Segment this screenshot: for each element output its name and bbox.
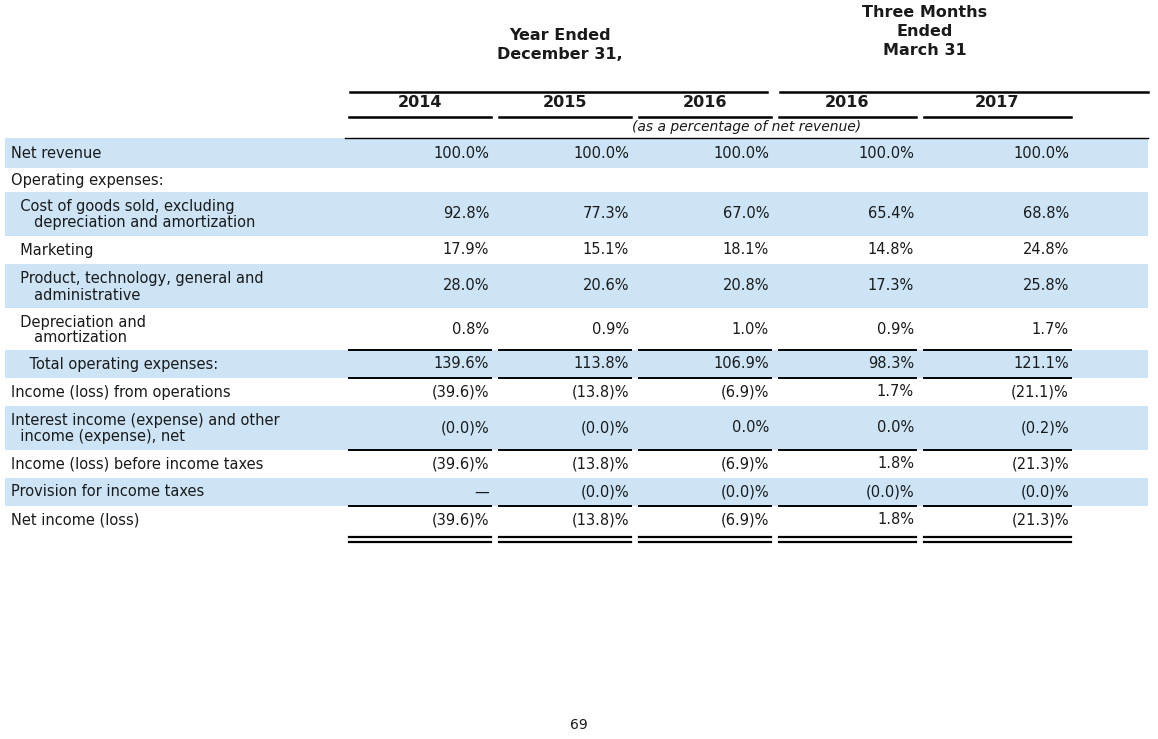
- Text: (39.6)%: (39.6)%: [432, 384, 489, 400]
- Text: 98.3%: 98.3%: [867, 356, 914, 372]
- Text: 18.1%: 18.1%: [723, 242, 769, 257]
- Bar: [5, 264, 1148, 308]
- Text: 17.9%: 17.9%: [442, 242, 489, 257]
- Bar: [5, 308, 1148, 350]
- Bar: [5, 378, 1148, 406]
- Text: 0.0%: 0.0%: [877, 420, 914, 435]
- Text: 0.9%: 0.9%: [592, 321, 629, 336]
- Text: 0.9%: 0.9%: [877, 321, 914, 336]
- Text: 1.8%: 1.8%: [877, 457, 914, 471]
- Text: 100.0%: 100.0%: [1013, 146, 1069, 160]
- Text: 14.8%: 14.8%: [867, 242, 914, 257]
- Text: Marketing: Marketing: [10, 242, 94, 257]
- Text: 2015: 2015: [543, 95, 587, 110]
- Text: Interest income (expense) and other: Interest income (expense) and other: [10, 414, 279, 429]
- Text: (6.9)%: (6.9)%: [720, 513, 769, 528]
- Text: 100.0%: 100.0%: [573, 146, 629, 160]
- Text: (as a percentage of net revenue): (as a percentage of net revenue): [632, 120, 862, 134]
- Text: Total operating expenses:: Total operating expenses:: [10, 356, 218, 372]
- Bar: [5, 236, 1148, 264]
- Bar: [5, 350, 1148, 378]
- Text: 68.8%: 68.8%: [1023, 206, 1069, 222]
- Text: Year Ended
December 31,: Year Ended December 31,: [497, 28, 623, 62]
- Text: 2016: 2016: [683, 95, 727, 110]
- Text: 139.6%: 139.6%: [433, 356, 489, 372]
- Bar: [5, 506, 1148, 534]
- Text: 100.0%: 100.0%: [713, 146, 769, 160]
- Text: 77.3%: 77.3%: [582, 206, 629, 222]
- Bar: [5, 168, 1148, 192]
- Text: (0.0)%: (0.0)%: [580, 420, 629, 435]
- Text: Cost of goods sold, excluding: Cost of goods sold, excluding: [10, 200, 235, 214]
- Text: Income (loss) from operations: Income (loss) from operations: [10, 384, 230, 400]
- Text: 100.0%: 100.0%: [858, 146, 914, 160]
- Text: 28.0%: 28.0%: [442, 279, 489, 293]
- Text: 100.0%: 100.0%: [433, 146, 489, 160]
- Text: 65.4%: 65.4%: [867, 206, 914, 222]
- Text: Operating expenses:: Operating expenses:: [10, 172, 163, 188]
- Text: Depreciation and: Depreciation and: [10, 315, 146, 330]
- Text: (0.0)%: (0.0)%: [720, 485, 769, 500]
- Text: Product, technology, general and: Product, technology, general and: [10, 271, 264, 287]
- Text: (13.8)%: (13.8)%: [572, 457, 629, 471]
- Text: 20.8%: 20.8%: [723, 279, 769, 293]
- Text: 20.6%: 20.6%: [582, 279, 629, 293]
- Bar: [5, 450, 1148, 478]
- Text: (0.0)%: (0.0)%: [865, 485, 914, 500]
- Text: 121.1%: 121.1%: [1013, 356, 1069, 372]
- Text: 2014: 2014: [397, 95, 442, 110]
- Text: (13.8)%: (13.8)%: [572, 513, 629, 528]
- Text: Three Months
Ended
March 31: Three Months Ended March 31: [863, 5, 988, 58]
- Bar: [5, 138, 1148, 168]
- Bar: [5, 406, 1148, 450]
- Text: administrative: administrative: [10, 287, 140, 302]
- Text: 113.8%: 113.8%: [573, 356, 629, 372]
- Text: amortization: amortization: [10, 330, 127, 346]
- Text: Net revenue: Net revenue: [10, 146, 102, 160]
- Text: (0.2)%: (0.2)%: [1020, 420, 1069, 435]
- Text: 24.8%: 24.8%: [1023, 242, 1069, 257]
- Text: —: —: [475, 485, 489, 500]
- Text: 15.1%: 15.1%: [582, 242, 629, 257]
- Text: 67.0%: 67.0%: [723, 206, 769, 222]
- Text: (0.0)%: (0.0)%: [1020, 485, 1069, 500]
- Text: (21.3)%: (21.3)%: [1011, 457, 1069, 471]
- Text: 17.3%: 17.3%: [867, 279, 914, 293]
- Text: 92.8%: 92.8%: [442, 206, 489, 222]
- Text: 2016: 2016: [826, 95, 870, 110]
- Text: depreciation and amortization: depreciation and amortization: [10, 216, 256, 231]
- Text: (21.3)%: (21.3)%: [1011, 513, 1069, 528]
- Text: (39.6)%: (39.6)%: [432, 457, 489, 471]
- Text: (0.0)%: (0.0)%: [580, 485, 629, 500]
- Text: 69: 69: [570, 718, 588, 732]
- Text: 106.9%: 106.9%: [713, 356, 769, 372]
- Text: 25.8%: 25.8%: [1023, 279, 1069, 293]
- Text: Income (loss) before income taxes: Income (loss) before income taxes: [10, 457, 263, 471]
- Text: income (expense), net: income (expense), net: [10, 429, 185, 444]
- Text: (13.8)%: (13.8)%: [572, 384, 629, 400]
- Text: 1.0%: 1.0%: [732, 321, 769, 336]
- Text: 2017: 2017: [975, 95, 1020, 110]
- Text: 1.8%: 1.8%: [877, 513, 914, 528]
- Text: (39.6)%: (39.6)%: [432, 513, 489, 528]
- Text: (6.9)%: (6.9)%: [720, 457, 769, 471]
- Text: Net income (loss): Net income (loss): [10, 513, 139, 528]
- Bar: [5, 192, 1148, 236]
- Text: (21.1)%: (21.1)%: [1011, 384, 1069, 400]
- Text: 0.0%: 0.0%: [732, 420, 769, 435]
- Text: (0.0)%: (0.0)%: [440, 420, 489, 435]
- Text: 1.7%: 1.7%: [1032, 321, 1069, 336]
- Text: (6.9)%: (6.9)%: [720, 384, 769, 400]
- Text: 0.8%: 0.8%: [452, 321, 489, 336]
- Text: Provision for income taxes: Provision for income taxes: [10, 485, 204, 500]
- Text: 1.7%: 1.7%: [877, 384, 914, 400]
- Bar: [5, 478, 1148, 506]
